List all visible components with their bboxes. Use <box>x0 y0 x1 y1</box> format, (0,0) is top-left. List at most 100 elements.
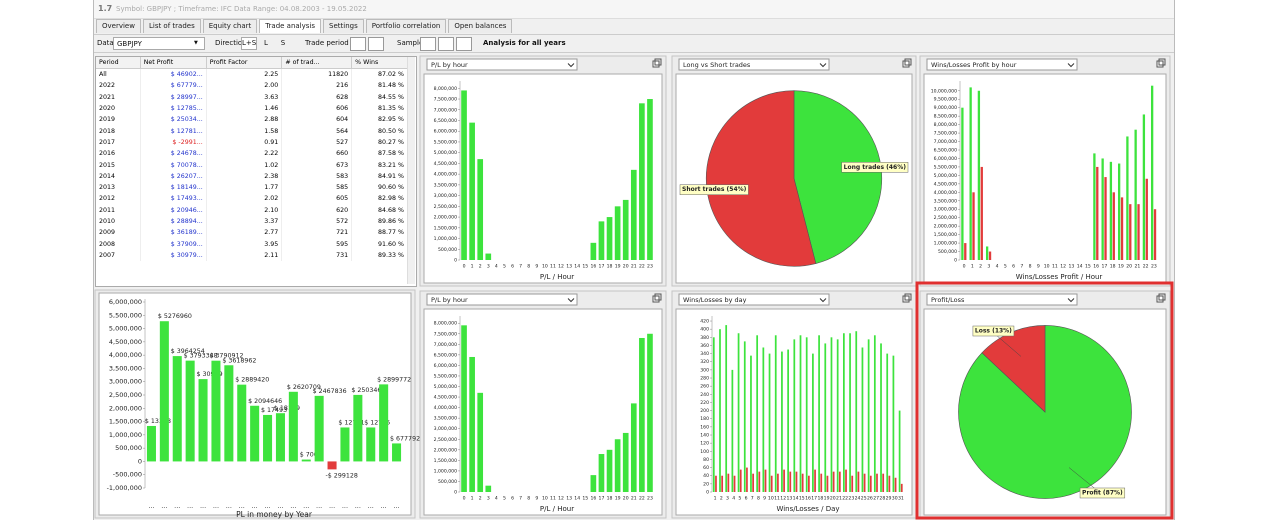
chart-dropdown[interactable] <box>926 58 1078 71</box>
table-cell: 3.63 <box>206 91 283 103</box>
y-tick-label: 9,000,000 <box>934 105 957 111</box>
x-tick-label: 8 <box>527 496 530 502</box>
tab[interactable]: Settings <box>323 19 364 33</box>
restore-icon[interactable] <box>902 295 910 303</box>
data-label: $ 2503464 <box>351 387 385 394</box>
table-row[interactable]: 2008 $ 37909... 3.95 595 91.60 % <box>96 238 408 250</box>
label-box <box>1079 487 1126 499</box>
table-row[interactable]: 2012 $ 17493... 2.02 605 82.98 % <box>96 193 408 205</box>
y-tick-label: -1,000,000 <box>107 484 142 492</box>
x-tick-label: 15 <box>1085 264 1091 270</box>
chart-dropdown[interactable] <box>678 293 830 306</box>
direction-button[interactable]: L <box>264 39 268 47</box>
table-row[interactable]: 2009 $ 36189... 2.77 721 88.77 % <box>96 227 408 239</box>
table-cell: 606 <box>281 102 353 115</box>
period-icon[interactable] <box>350 37 366 51</box>
tab[interactable]: Equity chart <box>202 19 258 33</box>
table-cell: $ 70078... <box>140 159 207 171</box>
bar <box>647 333 653 492</box>
y-tick-label: 200 <box>700 408 709 414</box>
y-tick-label: 1,500,000 <box>434 225 457 231</box>
bar <box>1112 192 1115 260</box>
tab[interactable]: Open balances <box>448 19 513 33</box>
table-cell: 1.77 <box>206 181 283 194</box>
chart-dropdown[interactable] <box>426 293 578 306</box>
restore-icon[interactable] <box>652 60 660 68</box>
chart-dropdown[interactable] <box>678 58 830 71</box>
table-row[interactable]: All $ 46902... 2.25 11820 87.02 % <box>96 68 408 81</box>
table-row[interactable]: 2021 $ 28997... 3.63 628 84.55 % <box>96 91 408 103</box>
table-row[interactable]: 2015 $ 70078... 1.02 673 83.21 % <box>96 159 408 171</box>
tab[interactable]: List of trades <box>142 19 201 33</box>
x-axis-label: Wins/Losses / Day <box>776 505 839 513</box>
sample-icon[interactable] <box>456 37 472 51</box>
toolbar: Data GBPJPY ▼ Direction L+S L S Trade per… <box>94 34 1174 53</box>
table-row[interactable]: 2014 $ 26207... 2.38 583 84.91 % <box>96 170 408 182</box>
x-tick-label: 22 <box>639 264 645 270</box>
table-cell: $ 24678... <box>140 148 207 160</box>
restore-icon[interactable] <box>652 295 660 303</box>
data-label: $ 18149 <box>274 405 300 412</box>
table-row[interactable]: 2010 $ 28894... 3.37 572 89.86 % <box>96 215 408 228</box>
bar <box>977 90 981 261</box>
chart-dropdown[interactable] <box>926 293 1078 306</box>
bar <box>250 405 260 462</box>
table-row[interactable]: 2007 $ 30979... 2.11 731 89.33 % <box>96 249 408 262</box>
tab[interactable]: Portfolio correlation <box>365 19 447 33</box>
table-cell: 595 <box>281 238 353 250</box>
x-tick-label: 12 <box>558 264 564 270</box>
table-row[interactable]: 2016 $ 24678... 2.22 660 87.58 % <box>96 148 408 160</box>
table-row[interactable]: 2017 $ -2991... 0.91 527 80.27 % <box>96 136 408 149</box>
x-tick-label: 10 <box>1044 264 1050 270</box>
bar <box>485 485 492 492</box>
x-tick-label: 17 <box>1101 264 1107 270</box>
bar <box>606 217 613 260</box>
data-value: GBPJPY <box>117 40 142 48</box>
chart-dropdown[interactable] <box>426 58 578 71</box>
bar <box>275 413 285 462</box>
x-axis-label: PL in money by Year <box>236 510 313 519</box>
tab[interactable]: Trade analysis <box>259 19 322 33</box>
table-row[interactable]: 2018 $ 12781... 1.58 564 80.50 % <box>96 125 408 137</box>
y-tick-label: 5,500,000 <box>434 139 457 145</box>
x-tick-label: 3 <box>487 496 490 502</box>
y-tick-label: 4,000,000 <box>109 351 142 359</box>
bar <box>469 356 475 492</box>
direction-button[interactable]: S <box>280 39 286 47</box>
x-axis-label: P/L / Hour <box>540 505 574 513</box>
table-cell: 1.58 <box>206 125 283 137</box>
table-row[interactable]: 2020 $ 12785... 1.46 606 81.35 % <box>96 102 408 115</box>
restore-icon[interactable] <box>1156 295 1164 303</box>
sample-icon[interactable] <box>438 37 454 51</box>
tab[interactable]: Overview <box>96 19 141 33</box>
table-cell: 673 <box>281 159 353 171</box>
y-tick-label: 6,000,000 <box>934 156 957 162</box>
bar <box>1137 204 1140 260</box>
x-tick-label: 1 <box>471 264 474 270</box>
data-label: Data <box>97 39 114 47</box>
column-header: Net Profit <box>140 57 207 69</box>
x-tick-label: 20 <box>830 496 836 502</box>
bar <box>737 333 740 492</box>
bar <box>799 335 802 492</box>
y-tick-label: 5,500,000 <box>934 164 957 170</box>
year-table: Period Net Profit Profit Factor # of trad..… <box>95 56 417 287</box>
restore-icon[interactable] <box>1156 60 1164 68</box>
sample-icon[interactable] <box>420 37 436 51</box>
chart-title: Profit/Loss <box>931 296 965 304</box>
direction-button[interactable]: L+S <box>241 37 257 50</box>
scrollbar[interactable] <box>407 57 415 284</box>
restore-icon[interactable] <box>902 60 910 68</box>
period-icon[interactable] <box>368 37 384 51</box>
data-dropdown[interactable]: GBPJPY ▼ <box>113 37 205 50</box>
chart-title: Wins/Losses Profit by hour <box>931 61 1017 69</box>
table-cell: $ 67779... <box>140 80 207 92</box>
table-row[interactable]: 2022 $ 67779... 2.00 216 81.48 % <box>96 80 408 92</box>
data-label: $ 5276960 <box>158 313 192 320</box>
table-row[interactable]: 2019 $ 25034... 2.88 604 82.95 % <box>96 114 408 126</box>
y-tick-label: 6,500,000 <box>934 148 957 154</box>
y-tick-label: 2,500,000 <box>434 437 457 443</box>
x-tick-label: 11 <box>774 496 780 502</box>
bar <box>793 339 796 492</box>
bar <box>781 351 783 492</box>
